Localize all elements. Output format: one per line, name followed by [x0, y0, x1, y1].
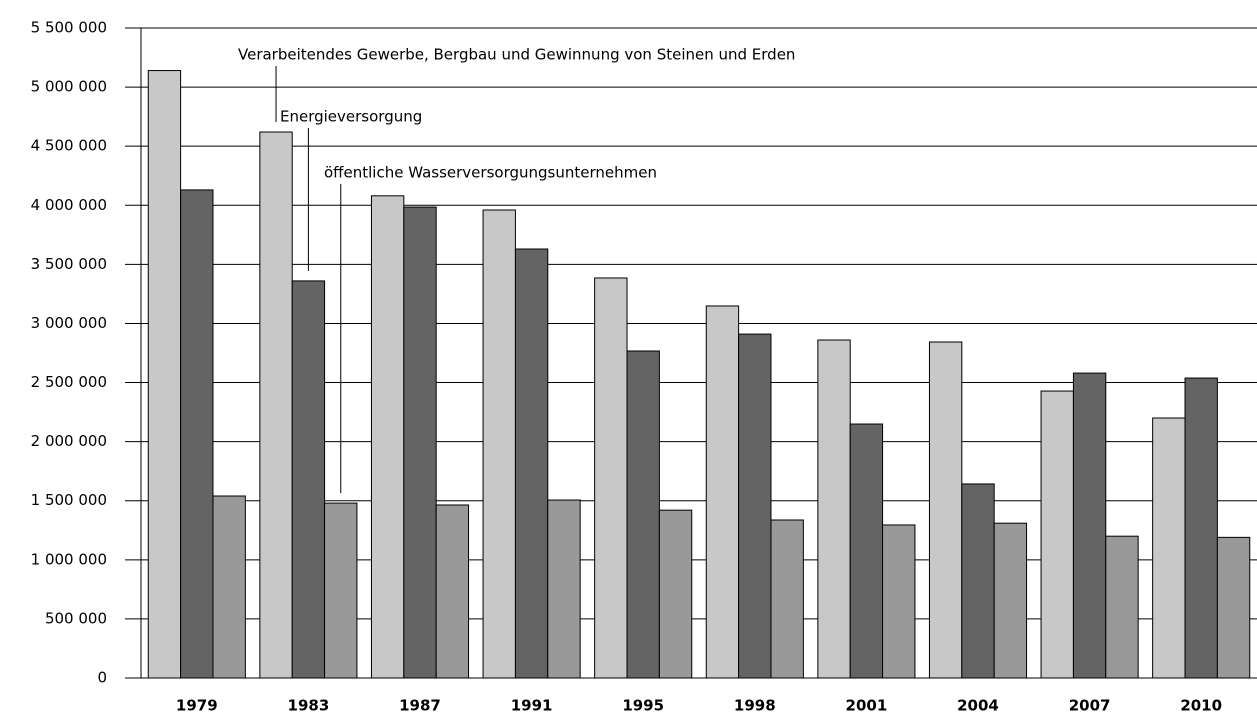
x-tick-label: 1995: [622, 697, 664, 715]
legend-label: Energieversorgung: [280, 108, 422, 126]
y-tick-label: 2 500 000: [31, 373, 107, 391]
bar: [1040, 390, 1074, 679]
bar: [259, 131, 293, 679]
x-tick-label: 2007: [1069, 697, 1111, 715]
bar: [993, 522, 1028, 679]
y-tick-label: 2 000 000: [31, 432, 107, 450]
bar: [770, 519, 804, 679]
y-tick-label: 5 000 000: [31, 78, 107, 96]
y-tick-label: 5 500 000: [31, 19, 107, 37]
x-tick-label: 1979: [176, 697, 218, 715]
bar: [547, 499, 581, 679]
bar: [626, 350, 660, 679]
bar: [1072, 372, 1107, 679]
bar: [324, 502, 358, 679]
bar: [882, 524, 916, 679]
legend-label: öffentliche Wasserversorgungsunternehmen: [324, 164, 657, 182]
bar: [705, 305, 740, 679]
y-tick-label: 500 000: [45, 609, 107, 627]
bar: [817, 339, 851, 679]
bar: [370, 195, 405, 679]
y-tick-label: 3 500 000: [31, 255, 107, 273]
bar: [594, 277, 628, 679]
bar: [435, 504, 470, 679]
bar: [482, 209, 516, 679]
bar: [180, 189, 214, 679]
bar: [658, 509, 693, 679]
bar: [961, 483, 995, 679]
x-tick-label: 2010: [1180, 697, 1222, 715]
y-tick-label: 0: [97, 669, 107, 687]
bar: [212, 495, 246, 679]
bar: [849, 423, 884, 679]
bar: [514, 248, 549, 679]
x-tick-label: 1983: [288, 697, 330, 715]
y-tick-label: 3 000 000: [31, 314, 107, 332]
bar: [1105, 535, 1139, 679]
bar: [1152, 417, 1186, 679]
bar: [928, 341, 963, 679]
bar: [1216, 536, 1251, 679]
bar: [1184, 377, 1218, 679]
y-tick-label: 4 000 000: [31, 196, 107, 214]
x-tick-label: 2001: [846, 697, 888, 715]
x-tick-label: 1991: [511, 697, 553, 715]
y-tick-label: 4 500 000: [31, 137, 107, 155]
y-tick-label: 1 500 000: [31, 491, 107, 509]
bar: [291, 280, 326, 679]
x-tick-label: 1987: [399, 697, 441, 715]
bar: [147, 70, 182, 679]
x-tick-label: 2004: [957, 697, 999, 715]
legend-label: Verarbeitendes Gewerbe, Bergbau und Gewi…: [238, 46, 795, 64]
y-tick-label: 1 000 000: [31, 550, 107, 568]
bar: [403, 206, 437, 679]
x-tick-label: 1998: [734, 697, 776, 715]
bar: [738, 333, 772, 679]
